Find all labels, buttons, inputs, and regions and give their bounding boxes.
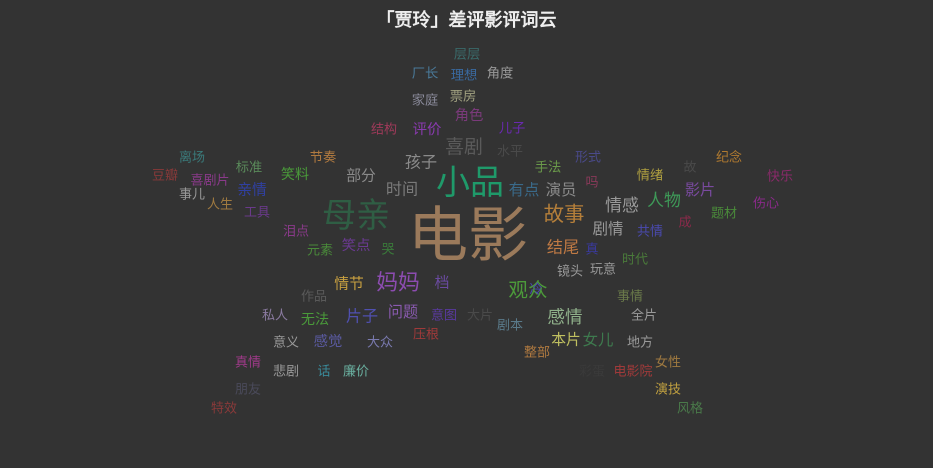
word-有点: 有点 <box>509 181 540 199</box>
word-故事: 故事 <box>544 202 585 226</box>
word-笑点: 笑点 <box>342 237 371 254</box>
word-情绪: 情绪 <box>637 168 664 184</box>
word-女儿: 女儿 <box>583 330 614 349</box>
word-问题: 问题 <box>388 303 418 321</box>
word-结尾: 结尾 <box>547 238 579 257</box>
word-元素: 元素 <box>307 244 333 259</box>
word-压根: 压根 <box>413 328 439 343</box>
word-观众: 观众 <box>508 279 547 302</box>
word-电影: 电影 <box>408 201 528 271</box>
word-层层: 层层 <box>454 48 481 63</box>
word-特效: 特效 <box>211 402 237 417</box>
word-彩蛋: 彩蛋 <box>579 365 605 380</box>
word-剧本: 剧本 <box>497 319 523 334</box>
word-手法: 手法 <box>535 160 562 176</box>
word-吗: 吗 <box>585 176 598 191</box>
word-大片: 大片 <box>467 309 493 324</box>
word-时间: 时间 <box>386 180 418 199</box>
word-真: 真 <box>585 243 598 258</box>
word-伤心: 伤心 <box>753 197 779 212</box>
word-朋友: 朋友 <box>235 382 261 398</box>
word-水平: 水平 <box>497 145 523 160</box>
word-本片: 本片 <box>551 332 581 349</box>
word-人物: 人物 <box>647 190 681 210</box>
word-家庭: 家庭 <box>412 92 439 109</box>
word-事情: 事情 <box>617 290 643 305</box>
word-真情: 真情 <box>235 356 261 371</box>
word-档: 档 <box>435 275 450 292</box>
word-喜剧: 喜剧 <box>445 136 483 158</box>
word-演技: 演技 <box>655 382 681 398</box>
word-评价: 评价 <box>413 121 442 138</box>
word-离场: 离场 <box>179 150 205 166</box>
word-共情: 共情 <box>637 225 663 240</box>
word-情节: 情节 <box>334 276 364 293</box>
word-母亲: 母亲 <box>322 196 390 236</box>
word-剧情: 剧情 <box>593 220 624 238</box>
word-意义: 意义 <box>273 335 299 351</box>
word-感情: 感情 <box>547 308 582 328</box>
word-作品: 作品 <box>301 290 327 305</box>
word-小品: 小品 <box>436 163 504 203</box>
word-镜头: 镜头 <box>557 265 583 280</box>
word-孩子: 孩子 <box>405 153 437 172</box>
word-豆瓣: 豆瓣 <box>152 169 178 184</box>
word-纪念: 纪念 <box>716 150 742 166</box>
word-风格: 风格 <box>677 401 703 417</box>
word-理想: 理想 <box>451 68 478 84</box>
word-全片: 全片 <box>631 308 657 324</box>
word-成: 成 <box>678 216 691 231</box>
word-哭: 哭 <box>381 243 394 258</box>
word-冷: 冷 <box>529 283 542 298</box>
word-演员: 演员 <box>546 181 577 199</box>
word-廉价: 廉价 <box>343 364 369 380</box>
word-人生: 人生 <box>207 198 233 213</box>
word-部分: 部分 <box>346 168 376 185</box>
word-无法: 无法 <box>301 312 329 328</box>
word-笑料: 笑料 <box>281 167 309 183</box>
word-结构: 结构 <box>371 123 397 138</box>
word-影片: 影片 <box>685 181 715 199</box>
word-角度: 角度 <box>487 66 514 82</box>
word-感觉: 感觉 <box>314 333 343 350</box>
word-喜剧片: 喜剧片 <box>190 174 229 189</box>
word-地方: 地方 <box>627 335 653 351</box>
word-角色: 角色 <box>455 107 484 124</box>
word-泪点: 泪点 <box>283 225 309 240</box>
word-意图: 意图 <box>431 308 457 324</box>
word-节奏: 节奏 <box>310 150 337 166</box>
word-票房: 票房 <box>450 89 477 105</box>
word-亲情: 亲情 <box>237 182 267 199</box>
word-情感: 情感 <box>605 195 639 215</box>
word-事儿: 事儿 <box>179 188 205 203</box>
word-整部: 整部 <box>524 346 550 361</box>
word-电影院: 电影院 <box>613 365 652 380</box>
word-妈妈: 妈妈 <box>376 271 420 296</box>
word-标准: 标准 <box>236 160 263 176</box>
word-悲剧: 悲剧 <box>273 364 299 380</box>
word-故: 故 <box>683 161 696 176</box>
word-题材: 题材 <box>711 207 737 222</box>
chart-title: 「贾玲」差评影评词云 <box>376 10 557 31</box>
word-工具: 工具 <box>244 206 270 221</box>
word-形式: 形式 <box>575 151 601 166</box>
word-片子: 片子 <box>346 307 378 326</box>
word-时代: 时代 <box>622 253 648 268</box>
word-儿子: 儿子 <box>499 121 526 137</box>
word-快乐: 快乐 <box>767 170 793 185</box>
word-女性: 女性 <box>655 355 681 371</box>
word-玩意: 玩意 <box>590 262 616 278</box>
word-厂长: 厂长 <box>412 66 439 82</box>
word-大众: 大众 <box>367 336 393 351</box>
word-私人: 私人 <box>262 309 288 324</box>
word-话: 话 <box>317 365 330 380</box>
